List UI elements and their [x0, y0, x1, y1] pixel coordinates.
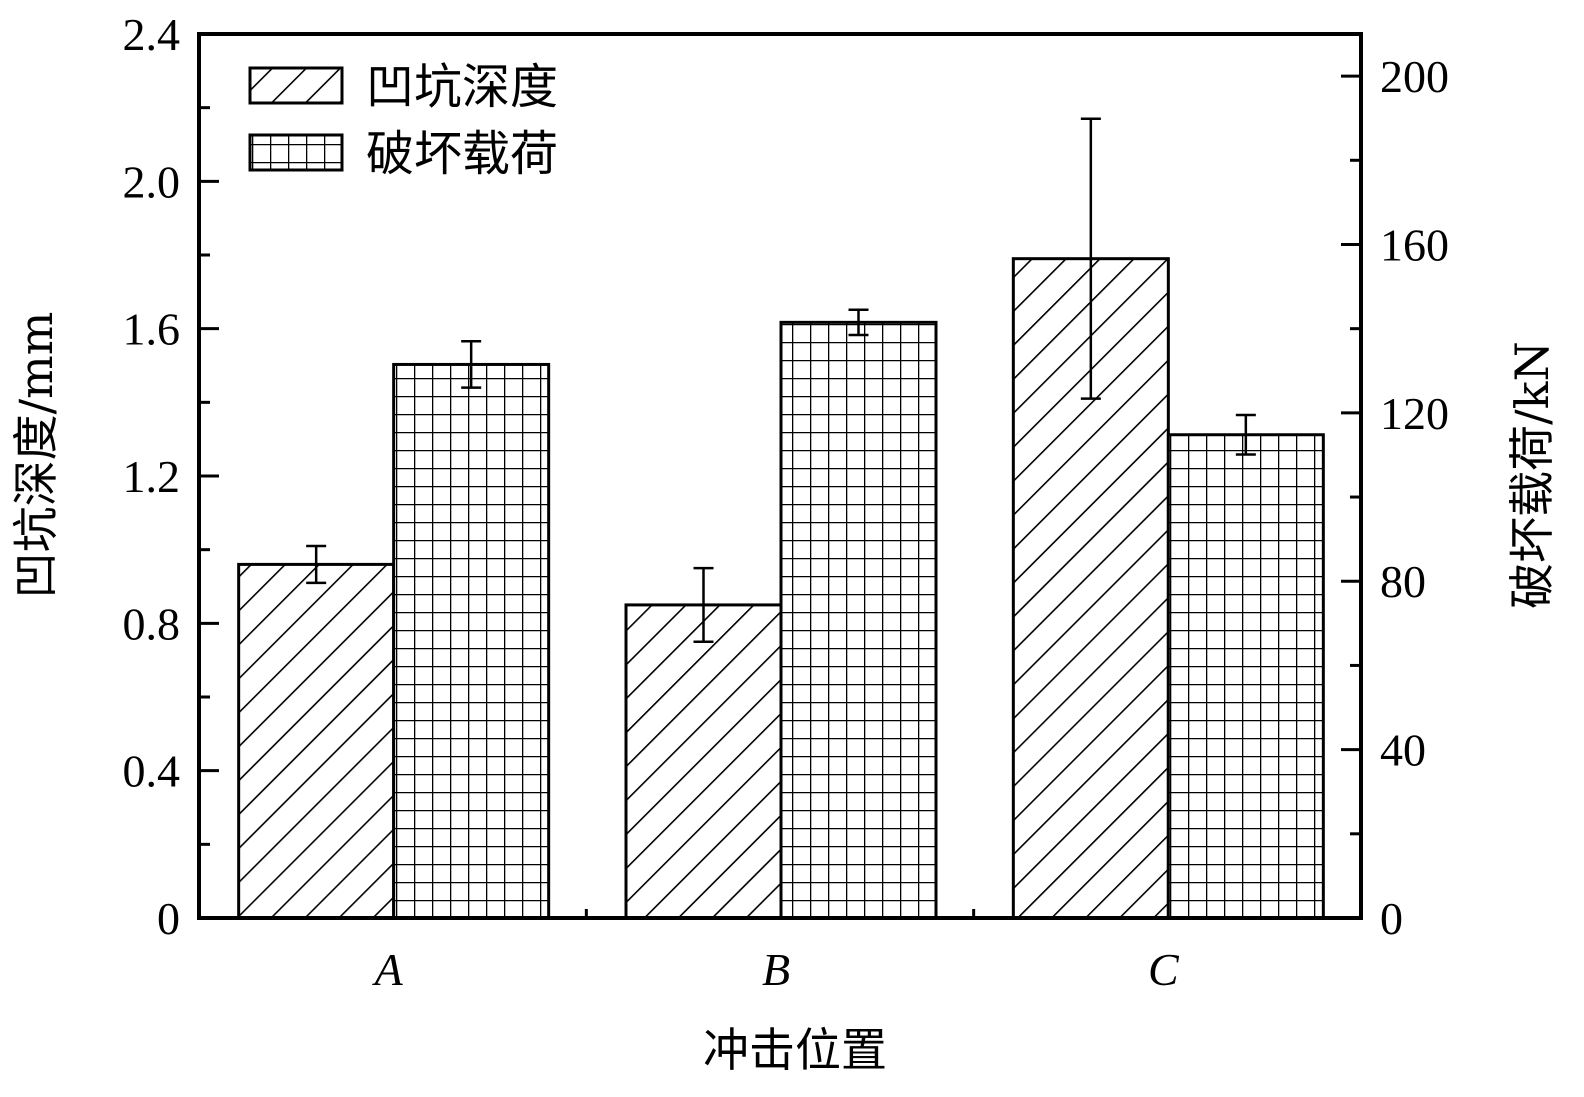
category-label-B: B: [762, 944, 790, 995]
error-bars-group: [306, 117, 1256, 643]
right-tick-label: 200: [1380, 51, 1449, 102]
right-tick-label: 160: [1380, 219, 1449, 270]
left-axis-title: 凹坑深度/mm: [9, 312, 63, 599]
left-axis-tick-labels: 0 0.4 0.8 1.2 1.6 2.0 2.4: [123, 9, 181, 944]
right-tick-label: 120: [1380, 388, 1449, 439]
bar-C-load: [1166, 433, 1325, 920]
x-axis-category-labels: A B C: [372, 944, 1180, 995]
error-bar-A-load: [461, 340, 482, 389]
left-tick-label: 2.0: [123, 156, 181, 207]
left-axis-ticks: [199, 32, 219, 920]
bar-B-depth: [624, 603, 783, 920]
error-bar-C-depth: [1080, 117, 1101, 400]
right-axis-title: 破坏载荷/kN: [1505, 341, 1559, 609]
bar-B-load: [779, 320, 938, 920]
left-tick-label: 1.6: [123, 304, 181, 355]
left-tick-label: 0.8: [123, 598, 181, 649]
right-tick-label: 80: [1380, 556, 1426, 607]
error-bar-B-depth: [693, 566, 714, 643]
category-label-C: C: [1148, 944, 1180, 995]
category-label-A: A: [372, 944, 404, 995]
bar-A-load: [392, 362, 551, 920]
left-tick-label: 0: [157, 893, 180, 944]
diagonal-hatch-swatch-icon: [248, 66, 344, 105]
bars-group: [237, 257, 1325, 920]
x-axis-title: 冲击位置: [703, 1023, 887, 1077]
x-axis-ticks: [584, 909, 976, 918]
error-bar-C-load: [1235, 413, 1256, 456]
legend-label-depth: 凹坑深度: [366, 59, 558, 115]
error-bar-A-depth: [306, 544, 327, 585]
left-tick-label: 1.2: [123, 451, 181, 502]
legend-item-depth: 凹坑深度: [248, 59, 558, 115]
bar-A-depth: [237, 562, 396, 920]
legend-label-load: 破坏载荷: [366, 126, 558, 182]
right-axis-ticks: [1341, 74, 1361, 920]
right-tick-label: 0: [1380, 893, 1403, 944]
grid-hatch-swatch-icon: [248, 133, 344, 172]
left-tick-label: 2.4: [123, 9, 181, 60]
right-axis-tick-labels: 0 40 80 120 160 200: [1380, 51, 1449, 944]
error-bar-B-load: [848, 308, 869, 337]
legend: 凹坑深度 破坏载荷: [248, 59, 558, 182]
right-tick-label: 40: [1380, 725, 1426, 776]
legend-item-load: 破坏载荷: [248, 126, 558, 182]
left-tick-label: 0.4: [123, 746, 181, 797]
